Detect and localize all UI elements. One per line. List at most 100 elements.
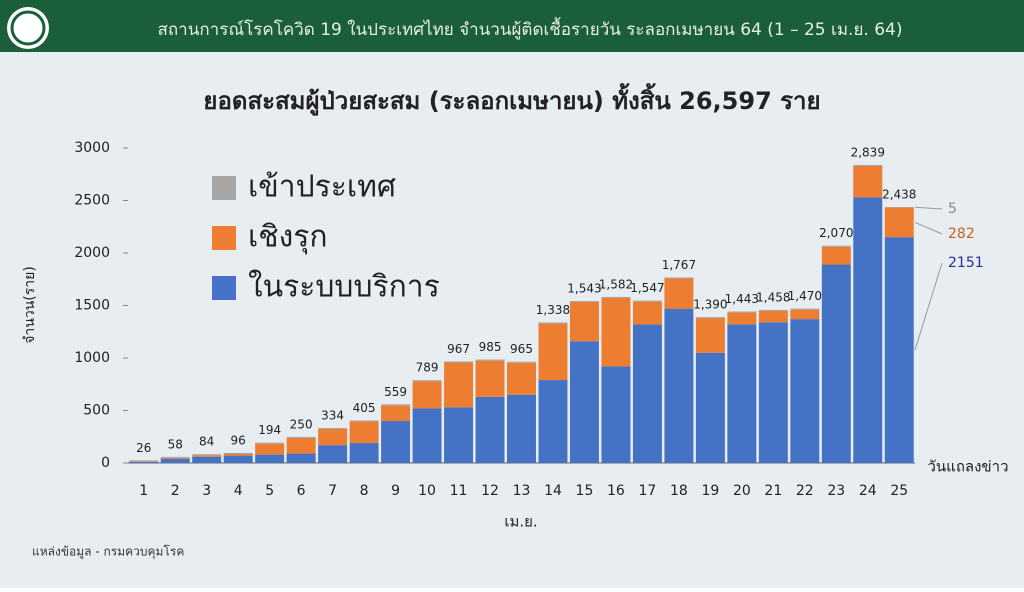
total-label: 965 xyxy=(510,342,533,356)
bar-segment xyxy=(695,318,725,353)
bar-segment xyxy=(632,324,662,463)
bar-segment xyxy=(538,322,568,324)
bar-segment xyxy=(569,341,599,463)
bar-segment xyxy=(349,420,379,422)
x-tick-label: 7 xyxy=(328,483,337,499)
x-tick-label: 1 xyxy=(139,483,148,499)
bar-segment xyxy=(664,308,694,463)
bar-segment xyxy=(790,309,820,320)
total-label: 1,458 xyxy=(756,290,790,304)
bar-segment xyxy=(884,207,914,208)
callout-line xyxy=(914,262,943,351)
bar-segment xyxy=(664,278,694,309)
bar-segment xyxy=(569,300,599,303)
total-label: 84 xyxy=(199,435,214,449)
x-axis-label: เม.ย. xyxy=(504,513,537,531)
bar-segment xyxy=(790,319,820,463)
bar-segment xyxy=(538,323,568,381)
total-label: 58 xyxy=(168,437,183,451)
bar-segment xyxy=(444,361,474,363)
bar-segment xyxy=(758,310,788,323)
bar-segment xyxy=(727,311,757,313)
total-label: 1,443 xyxy=(725,292,759,306)
x-tick-label: 25 xyxy=(890,483,908,499)
total-label: 405 xyxy=(353,401,376,415)
bar-segment xyxy=(412,408,442,463)
bar-segment xyxy=(318,427,348,429)
total-label: 334 xyxy=(321,408,344,422)
bar-segment xyxy=(758,309,788,311)
bar-segment xyxy=(727,324,757,463)
x-tick-label: 17 xyxy=(639,483,657,499)
bar-segment xyxy=(192,454,222,456)
total-label: 1,543 xyxy=(567,281,601,295)
x-tick-label: 13 xyxy=(513,483,531,499)
total-label: 1,338 xyxy=(536,303,570,317)
bar-segment xyxy=(412,380,442,382)
x-tick-label: 5 xyxy=(265,483,274,499)
bar-segment xyxy=(192,456,222,463)
x-tick-label: 9 xyxy=(391,483,400,499)
bar-segment xyxy=(475,359,505,361)
legend-label: เชิงรุก xyxy=(248,220,328,256)
total-label: 250 xyxy=(290,417,313,431)
x-tick-label: 19 xyxy=(701,483,719,499)
bar-segment xyxy=(255,454,285,463)
y-axis-label: จำนวน(ราย) xyxy=(22,266,38,344)
legend-swatch xyxy=(212,276,236,300)
bar-segment xyxy=(507,394,536,463)
bar-segment xyxy=(255,442,285,444)
bar-segment xyxy=(853,165,883,198)
chart-title: ยอดสะสมผู้ป่วยสะสม (ระลอกเมษายน) ทั้งสิ้… xyxy=(203,82,820,116)
bar-segment xyxy=(507,362,536,395)
legend-swatch xyxy=(212,176,236,200)
total-label: 26 xyxy=(136,441,151,455)
bar-segment xyxy=(318,445,348,463)
bar-segment xyxy=(632,300,662,302)
y-tick-label: 1500 xyxy=(74,298,110,314)
bar-segment xyxy=(884,237,914,463)
bar-segment xyxy=(821,264,851,463)
bar-segment xyxy=(381,404,411,406)
bar-segment xyxy=(444,407,474,463)
bar-segment xyxy=(286,453,316,463)
total-label: 194 xyxy=(258,423,281,437)
callout-line xyxy=(914,206,943,210)
bar-segment xyxy=(475,396,505,463)
total-label: 1,767 xyxy=(662,258,696,272)
x-tick-label: 8 xyxy=(360,483,369,499)
header-band xyxy=(0,0,1024,52)
y-tick-label: 0 xyxy=(101,455,110,471)
bar-segment xyxy=(318,428,348,446)
total-label: 2,070 xyxy=(819,226,853,240)
x-tick-label: 10 xyxy=(418,483,436,499)
total-label: 1,390 xyxy=(693,298,727,312)
x-tick-label: 18 xyxy=(670,483,688,499)
bar-segment xyxy=(507,361,536,363)
bar-segment xyxy=(601,366,631,463)
x-tick-label: 12 xyxy=(481,483,499,499)
total-label: 985 xyxy=(479,340,502,354)
bar-segment xyxy=(884,207,914,238)
bar-segment xyxy=(821,245,851,247)
legend-swatch xyxy=(212,226,236,250)
bar-segment xyxy=(821,246,851,265)
x-tick-label: 21 xyxy=(764,483,782,499)
bar-segment xyxy=(758,322,788,463)
logo-ring xyxy=(10,10,46,46)
bar-segment xyxy=(286,437,316,454)
total-label: 1,582 xyxy=(599,277,633,291)
bar-segment xyxy=(192,455,222,457)
bar-segment xyxy=(632,301,662,325)
y-tick-label: 2000 xyxy=(74,245,110,261)
bar-segment xyxy=(601,297,631,367)
header-title: สถานการณ์โรคโควิด 19 ในประเทศไทย จำนวนผู… xyxy=(158,17,903,40)
x-tick-label: 22 xyxy=(796,483,814,499)
bar-segment xyxy=(129,461,159,462)
x-end-label: วันแถลงข่าว xyxy=(927,458,1008,476)
total-label: 2,839 xyxy=(851,145,885,159)
x-tick-label: 3 xyxy=(202,483,211,499)
x-tick-label: 2 xyxy=(171,483,180,499)
